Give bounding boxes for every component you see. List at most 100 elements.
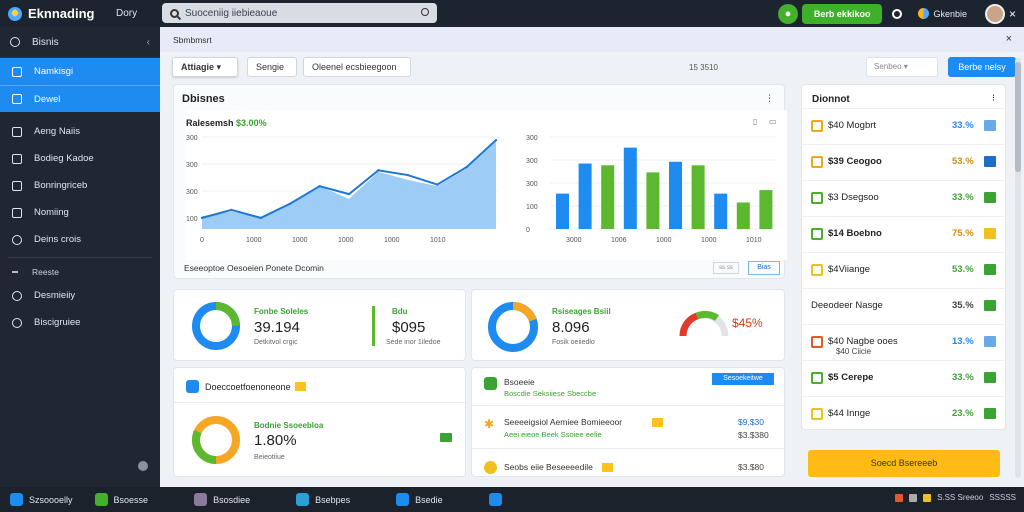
- list-row-title[interactable]: Seeeeigsiol Aemiee Bomieeoor: [504, 417, 623, 427]
- bar: [759, 190, 773, 229]
- taskbar-item[interactable]: Bsebpes: [296, 493, 350, 506]
- breadcrumb-text[interactable]: Sbmbmsrt: [173, 34, 212, 45]
- taskbar-item[interactable]: [488, 493, 508, 506]
- list-row-action[interactable]: Sesoekeitwe: [712, 373, 774, 385]
- list-row-title[interactable]: Seobs eiie Beseeeedile: [504, 462, 593, 472]
- tray-date[interactable]: SSSSS: [989, 493, 1016, 502]
- sidebar-item-1[interactable]: Namkisgi: [0, 58, 160, 85]
- search-input[interactable]: Suoceniig iiebieaoue: [185, 7, 278, 19]
- gauge-green: [695, 310, 719, 322]
- more-icon[interactable]: ⋮: [765, 93, 774, 103]
- right-panel-row[interactable]: $3 Dsegsoo 33.%: [802, 180, 1007, 216]
- notification-icon[interactable]: [892, 8, 903, 19]
- right-panel-row[interactable]: $40 Nagbe ooes $40 Ciicie 13.%: [802, 324, 1007, 360]
- sidebar-item-2[interactable]: Dewel: [0, 85, 160, 112]
- logo-icon: [8, 6, 22, 21]
- app-logo[interactable]: Eknnading: [0, 6, 160, 21]
- sidebar-status-icon[interactable]: [138, 461, 148, 471]
- close-panel-icon[interactable]: ×: [1005, 33, 1012, 45]
- sidebar-item-label: Deins crois: [34, 234, 81, 245]
- right-panel-row[interactable]: $5 Cerepe 33.%: [802, 360, 1007, 396]
- sidebar-item-8[interactable]: Desmieiiy: [0, 282, 160, 309]
- right-panel-row[interactable]: Deeodeer Nasge 35.%: [802, 288, 1007, 324]
- app-icon: [488, 493, 502, 506]
- list-row-title[interactable]: Bsoeeie: [504, 377, 535, 387]
- scrollbar-thumb[interactable]: [1015, 62, 1021, 172]
- divider: [472, 448, 784, 449]
- sort-icon[interactable]: ⁝: [991, 93, 995, 104]
- sidebar-item-7[interactable]: Deins crois: [0, 226, 160, 253]
- chart-subtitle: Ralesemsh $3.00%: [186, 118, 267, 128]
- row-percent: 53.%: [952, 156, 974, 167]
- top-nav-item[interactable]: Dory: [116, 8, 138, 19]
- sidebar-item-label: Bonringriceb: [34, 180, 88, 191]
- row-flag-icon: [984, 336, 996, 347]
- row-flag-icon: [984, 156, 996, 167]
- bookmark-icon[interactable]: ▯: [753, 117, 758, 126]
- sidebar-item-6[interactable]: Nomiing: [0, 199, 160, 226]
- filter-button[interactable]: Sengie: [247, 57, 297, 77]
- sidebar-item-3[interactable]: Aeng Naiis: [0, 118, 160, 145]
- line-point: [259, 216, 262, 220]
- list-row-sub: Aeei eieoe Beek Ssoiee eelie: [504, 430, 602, 439]
- taskbar-item[interactable]: Bsedie: [396, 493, 443, 506]
- x-tick-label: 0: [200, 237, 204, 244]
- x-tick-label: 1000: [384, 237, 400, 244]
- row-label: Deeodeer Nasge: [811, 300, 883, 311]
- right-panel-row[interactable]: $4Viiange 53.%: [802, 252, 1007, 288]
- sidebar-item-5[interactable]: Bonringriceb: [0, 172, 160, 199]
- row-flag-icon: [984, 120, 996, 131]
- tray-icon[interactable]: [895, 493, 904, 502]
- donut-chart: [192, 302, 240, 350]
- taskbar-item[interactable]: Bsosdiee: [194, 493, 250, 506]
- bar: [646, 172, 660, 229]
- sidebar-item-9[interactable]: Biscigruiee: [0, 309, 160, 336]
- close-icon[interactable]: ×: [1008, 6, 1016, 21]
- chevron-up-icon[interactable]: ‹: [146, 36, 150, 48]
- tray-icon[interactable]: [909, 493, 918, 502]
- list-card-header[interactable]: Doeccoetfoenoneone: [186, 380, 306, 393]
- search-submit-icon[interactable]: [421, 8, 429, 16]
- right-panel-row[interactable]: $40 Mogbrt 33.%: [802, 108, 1007, 144]
- search-box[interactable]: Suoceniig iiebieaoue: [162, 3, 437, 23]
- taskbar: Szsoooelly Bsoesse Bsosdiee Bsebpes Bsedie S…: [0, 487, 1024, 512]
- tray-icon[interactable]: [923, 493, 932, 502]
- view-dropdown-button[interactable]: Attiagie ▾: [172, 57, 238, 77]
- taskbar-item[interactable]: Szsoooelly: [10, 493, 73, 506]
- right-panel-row[interactable]: $44 Innge 23.%: [802, 396, 1007, 432]
- x-tick-label: 1000: [701, 237, 717, 244]
- list-row-value: $3.$80: [738, 462, 764, 472]
- export-icon[interactable]: ▭: [769, 117, 777, 126]
- bar: [556, 193, 569, 229]
- y-tick-label: 300: [186, 162, 198, 169]
- legend-toggle-active[interactable]: Bias: [748, 261, 780, 275]
- channel-button[interactable]: Oleenel ecsbieegoon: [303, 57, 411, 77]
- sidebar-item-4[interactable]: Bodieg Kadoe: [0, 145, 160, 172]
- line-point: [230, 208, 233, 212]
- sidebar: Bisnis ‹ Namkisgi Dewel Aeng Naiis Bodie…: [0, 27, 160, 487]
- app-icon: [194, 493, 208, 506]
- taskbar-item[interactable]: Bsoesse: [94, 493, 149, 506]
- user-name[interactable]: Gkenbie: [933, 8, 967, 19]
- list-row-sub: Boscdie Seksiiese Sbeccbe: [504, 389, 597, 398]
- avatar[interactable]: [984, 3, 1005, 24]
- legend-toggle[interactable]: ss ss: [713, 262, 739, 274]
- period-select[interactable]: Senbeo ▾: [866, 57, 938, 77]
- tray-clock[interactable]: S.SS Sreeoo: [937, 493, 984, 502]
- row-label: $14 Boebno: [828, 228, 882, 239]
- dash-icon: [12, 271, 18, 273]
- status-icon[interactable]: ●: [777, 3, 798, 24]
- status-icon: [484, 377, 497, 390]
- right-panel-action-button[interactable]: Soecd Bsereeeb: [808, 450, 1000, 477]
- primary-action-button[interactable]: Berb ekkikoo: [801, 3, 883, 24]
- scrollbar[interactable]: [1015, 58, 1021, 478]
- row-percent: 13.%: [952, 336, 974, 347]
- right-panel-row[interactable]: $14 Boebno 75.%: [802, 216, 1007, 252]
- right-panel-row[interactable]: $39 Ceogoo 53.%: [802, 144, 1007, 180]
- sidebar-header[interactable]: Bisnis ‹: [0, 27, 160, 58]
- row-label: $39 Ceogoo: [828, 156, 882, 167]
- taskbar-label: Bsoesse: [113, 494, 149, 505]
- right-panel: Dionnot ⁝ $40 Mogbrt 33.% $39 Ceogoo 53.% $3…: [801, 84, 1007, 432]
- apply-button[interactable]: Berbe nelsy: [948, 57, 1016, 77]
